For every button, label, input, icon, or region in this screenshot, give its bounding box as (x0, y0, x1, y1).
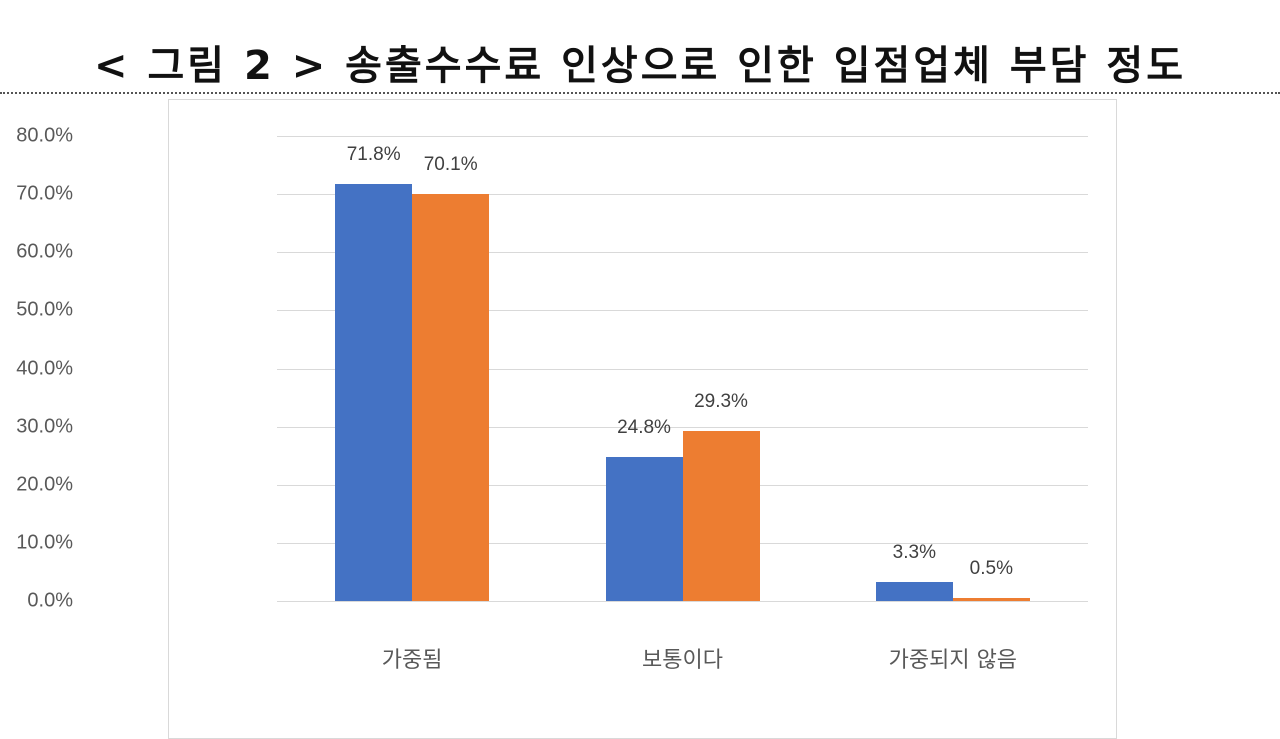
bar-orange (682, 430, 760, 601)
bar-blue (335, 183, 413, 601)
figure-title: < 그림 2 > 송출수수료 인상으로 인한 입점업체 부담 정도 (94, 43, 1186, 89)
y-tick-label: 10.0% (16, 531, 73, 554)
data-label: 3.3% (892, 541, 936, 563)
gridline (277, 136, 1088, 137)
y-tick-label: 30.0% (16, 415, 73, 438)
bar-blue (605, 456, 683, 601)
title-divider (0, 92, 1280, 94)
data-label: 71.8% (346, 143, 401, 165)
bar-blue (875, 581, 953, 601)
y-tick-label: 0.0% (27, 589, 73, 612)
y-tick-label: 80.0% (16, 124, 73, 147)
bar-orange (952, 598, 1030, 601)
gridline (277, 194, 1088, 196)
category-label: 가중됨 (381, 648, 443, 673)
plot-area: 0.0% 10.0% 20.0% 30.0% 40.0% 50.0% 60.0% 70.0% 8… (16, 125, 1088, 612)
data-label: 70.1% (423, 153, 478, 175)
category-label: 가중되지 않음 (888, 648, 1018, 673)
y-tick-label: 60.0% (16, 240, 73, 263)
data-label: 29.3% (694, 390, 748, 412)
y-tick-label: 50.0% (16, 298, 73, 321)
gridline (277, 426, 1088, 428)
gridline (277, 252, 1088, 254)
gridline (277, 368, 1088, 370)
bar-orange (412, 193, 490, 601)
data-label: 0.5% (969, 558, 1013, 580)
y-tick-label: 70.0% (16, 182, 73, 205)
y-tick-label: 20.0% (16, 473, 73, 496)
y-tick-label: 40.0% (16, 357, 73, 379)
gridline (277, 601, 1088, 602)
data-label: 24.8% (617, 416, 671, 438)
chart-frame (168, 99, 1117, 739)
category-label: 보통이다 (642, 648, 723, 673)
gridline (277, 310, 1088, 312)
